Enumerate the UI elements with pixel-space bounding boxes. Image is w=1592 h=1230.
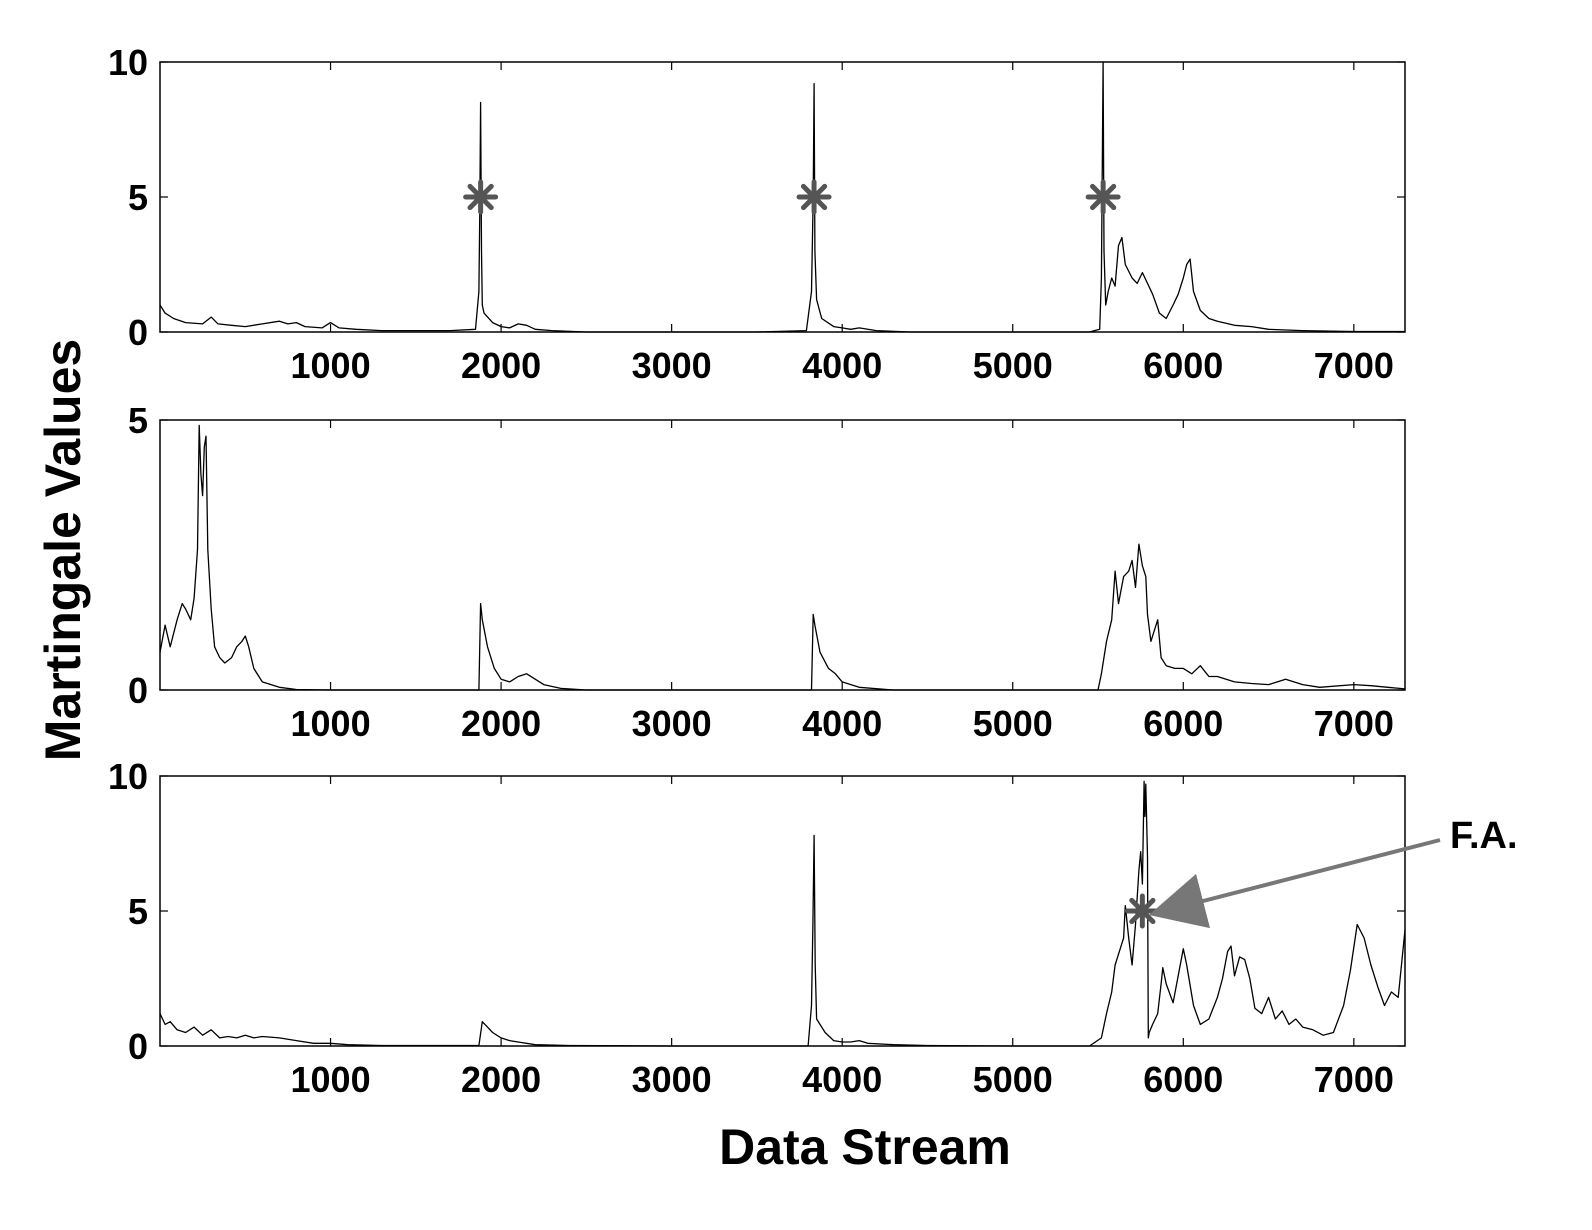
series-line — [159, 424, 1406, 691]
y-tick-label: 5 — [128, 891, 148, 932]
x-tick-label: 5000 — [973, 1059, 1053, 1100]
detection-marker — [1124, 893, 1160, 929]
x-tick-label: 7000 — [1314, 1059, 1394, 1100]
x-tick-label: 1000 — [291, 703, 371, 744]
y-tick-label: 5 — [128, 400, 148, 441]
x-tick-label: 6000 — [1143, 345, 1223, 386]
marker-stroke — [1090, 183, 1117, 211]
y-tick-label: 10 — [108, 42, 148, 83]
x-tick-label: 7000 — [1314, 703, 1394, 744]
y-tick-label: 5 — [128, 177, 148, 218]
x-tick-label: 5000 — [973, 345, 1053, 386]
x-tick-label: 6000 — [1143, 703, 1223, 744]
axes-frame — [159, 419, 1406, 691]
x-tick-label: 4000 — [802, 345, 882, 386]
x-tick-label: 4000 — [802, 703, 882, 744]
series-line — [159, 61, 1405, 333]
x-tick-label: 3000 — [632, 1059, 712, 1100]
detection-marker — [463, 179, 499, 215]
marker-stroke — [800, 183, 828, 211]
x-tick-label: 3000 — [632, 703, 712, 744]
y-tick-label: 0 — [128, 670, 148, 711]
y-tick-label: 0 — [128, 1026, 148, 1067]
x-tick-label: 6000 — [1143, 1059, 1223, 1100]
x-tick-label: 1000 — [291, 345, 371, 386]
x-tick-label: 1000 — [291, 1059, 371, 1100]
x-tick-label: 2000 — [461, 703, 541, 744]
x-tick-label: 3000 — [632, 345, 712, 386]
y-tick-label: 10 — [108, 756, 148, 797]
detection-marker — [1085, 179, 1121, 215]
panel-3: 1000 2000 3000 4000 5000 6000 7000 0 5 10 F.A. — [108, 756, 1518, 1100]
series-line — [159, 780, 1406, 1047]
y-tick-label: 0 — [128, 312, 148, 353]
x-tick-label: 2000 — [461, 1059, 541, 1100]
x-axis-title: Data Stream — [719, 1119, 1011, 1175]
x-tick-label: 7000 — [1314, 345, 1394, 386]
marker-stroke — [467, 183, 494, 211]
y-axis-title: Martingale Values — [35, 339, 91, 761]
x-tick-label: 4000 — [802, 1059, 882, 1100]
panel-2: 1000 2000 3000 4000 5000 6000 7000 0 5 — [128, 400, 1406, 744]
annotation-arrow — [1148, 838, 1441, 929]
axes-frame — [159, 775, 1406, 1047]
annotation-label: F.A. — [1450, 815, 1518, 857]
x-tick-label: 2000 — [461, 345, 541, 386]
detection-marker — [796, 179, 832, 215]
axes-frame — [159, 61, 1406, 333]
panel-1: 1000 2000 3000 4000 5000 6000 7000 0 5 10 — [108, 42, 1406, 386]
x-tick-label: 5000 — [973, 703, 1053, 744]
